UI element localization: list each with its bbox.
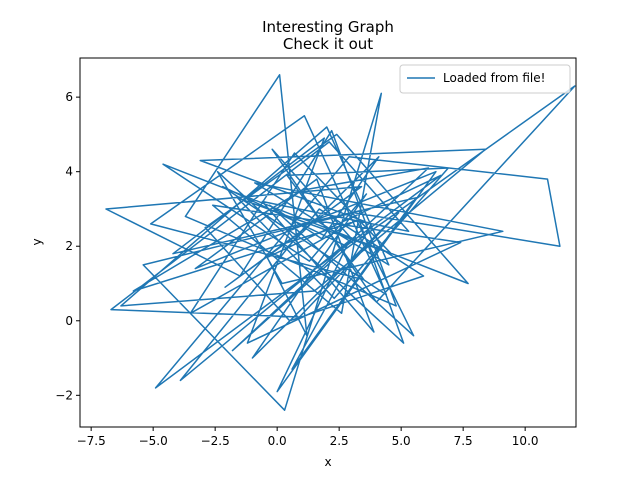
y-tick-label: 2 [65,239,73,253]
x-tick-label: 2.5 [330,434,349,448]
y-tick-label: 0 [65,314,73,328]
plot-frame [79,57,577,428]
legend-box [399,64,571,94]
x-axis-ticks: −7.5 −5.0 −2.5 0.0 2.5 5.0 7.5 10.0 [77,427,539,448]
legend: Loaded from file! [399,64,571,94]
y-axis-ticks: −2 0 2 4 6 [55,90,80,402]
x-tick-label: 10.0 [512,434,539,448]
x-tick-label: 0.0 [268,434,287,448]
x-tick-label: −7.5 [77,434,106,448]
y-axis-label: y [30,238,44,245]
y-tick-label: 4 [65,165,73,179]
series-line [105,74,576,411]
x-tick-label: −2.5 [201,434,230,448]
series-layer [105,74,576,411]
x-axis-label: x [324,455,331,469]
x-tick-label: 7.5 [454,434,473,448]
y-tick-label: −2 [55,388,73,402]
legend-label: Loaded from file! [443,71,545,85]
x-tick-label: −5.0 [139,434,168,448]
y-tick-label: 6 [65,90,73,104]
chart-subtitle: Check it out [283,35,373,53]
x-tick-label: 5.0 [392,434,411,448]
chart-title: Interesting Graph [262,18,394,36]
